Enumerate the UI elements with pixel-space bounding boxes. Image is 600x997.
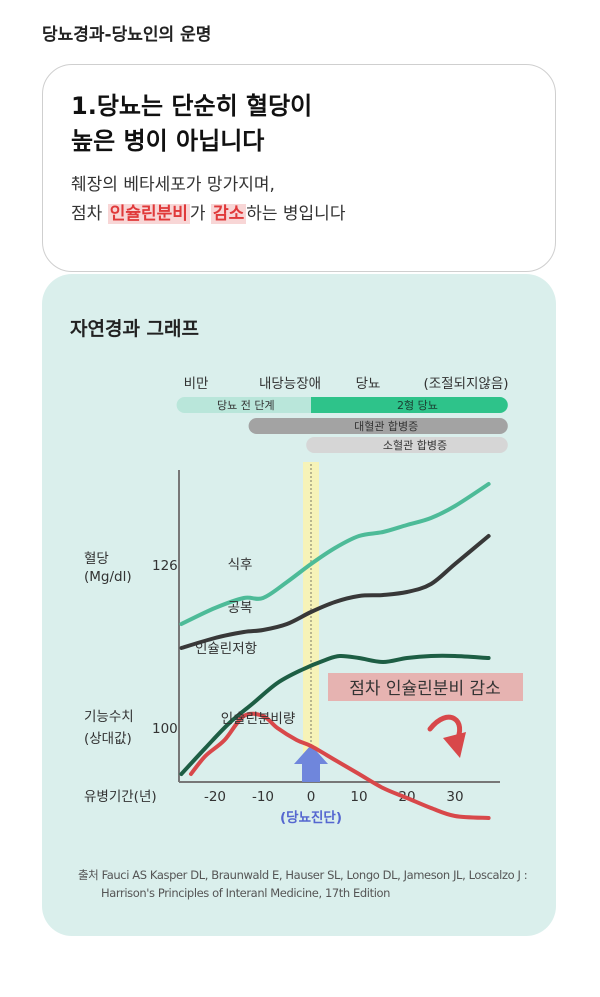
diagnosis-arrow-icon: [294, 745, 328, 782]
lower-ylabel: 기능수치: [84, 709, 134, 725]
stage-bar-label: 소혈관 합병증: [383, 438, 447, 452]
body-suffix: 하는 병입니다: [246, 204, 346, 224]
source-line2: Harrison's Principles of Interanl Medici…: [101, 886, 391, 900]
card-title-line1: 1.당뇨는 단순히 혈당이: [71, 92, 313, 120]
card-body: 췌장의 베타세포가 망가지며, 점차 인슐린분비 가 감소 하는 병입니다: [71, 171, 345, 229]
series-label-fasting: 공복: [228, 600, 253, 616]
upper-ylabel-unit: (Mg/dl): [84, 569, 132, 585]
diagnosis-label: (당뇨진단): [280, 809, 342, 826]
stage-bar-join: [311, 397, 321, 413]
x-tick-label: 30: [446, 789, 463, 805]
stage-bar: [306, 437, 508, 453]
card-title: 1.당뇨는 단순히 혈당이 높은 병이 아닙니다: [71, 89, 312, 159]
series-label-insulin-resistance: 인슐린저항: [195, 641, 257, 657]
source-line1: 출처 Fauci AS Kasper DL, Braunwald E, Haus…: [78, 868, 528, 882]
stage-bar: [311, 397, 508, 413]
series-postprandial-line: [179, 482, 491, 626]
series-label-postprandial: 식후: [228, 557, 253, 573]
card-title-line2: 높은 병이 아닙니다: [71, 127, 265, 155]
stage-label: 당뇨: [356, 376, 381, 392]
stage-label: 비만: [184, 376, 209, 392]
stage-label: 내당능장애: [259, 376, 321, 392]
highlight-insulin-secretion: 인슐린분비: [107, 204, 190, 224]
x-axis-label: 유병기간(년): [84, 789, 157, 805]
summary-card: 1.당뇨는 단순히 혈당이 높은 병이 아닙니다 췌장의 베타세포가 망가지며,…: [42, 64, 556, 272]
upper-ytick: 126: [152, 558, 178, 574]
upper-ylabel: 혈당: [84, 551, 109, 567]
series-fasting-line: [179, 534, 491, 650]
highlight-decrease: 감소: [210, 204, 247, 224]
series-label-insulin-secretion: 인슐린분비량: [221, 711, 296, 727]
series-insulin-secretion-line: [189, 711, 491, 820]
annotation-box: [328, 673, 523, 701]
stage-label: (조절되지않음): [423, 376, 508, 392]
lower-ylabel-unit: (상대값): [84, 731, 132, 747]
series-insulin-resistance-line: [179, 653, 491, 776]
x-tick-label: -20: [204, 789, 226, 805]
stage-bar-label: 당뇨 전 단계: [217, 399, 275, 412]
stage-bar-label: 2형 당뇨: [397, 399, 438, 412]
lower-ytick: 100: [152, 721, 178, 737]
body-mid: 가: [189, 204, 211, 224]
x-tick-label: 0: [307, 789, 316, 805]
chart-panel: 자연경과 그래프: [42, 274, 556, 936]
stage-bar-label: 대혈관 합병증: [354, 419, 418, 433]
curved-arrow-head-icon: [443, 732, 466, 758]
x-tick-label: -10: [252, 789, 274, 805]
card-body-line1: 췌장의 베타세포가 망가지며,: [71, 175, 275, 195]
panel-title: 자연경과 그래프: [70, 318, 199, 340]
stage-bar: [248, 418, 508, 434]
x-tick-label: 10: [350, 789, 367, 805]
annotation-text: 점차 인슐린분비 감소: [349, 679, 501, 699]
page-heading: 당뇨경과-당뇨인의 운명: [42, 25, 212, 45]
stage-bar: [176, 397, 319, 413]
body-prefix: 점차: [71, 204, 108, 224]
card-body-line2: 점차 인슐린분비 가 감소 하는 병입니다: [71, 200, 345, 229]
